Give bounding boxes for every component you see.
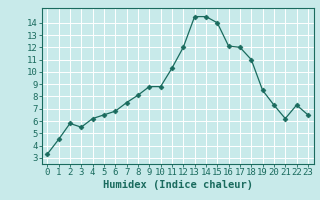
X-axis label: Humidex (Indice chaleur): Humidex (Indice chaleur)	[103, 180, 252, 190]
